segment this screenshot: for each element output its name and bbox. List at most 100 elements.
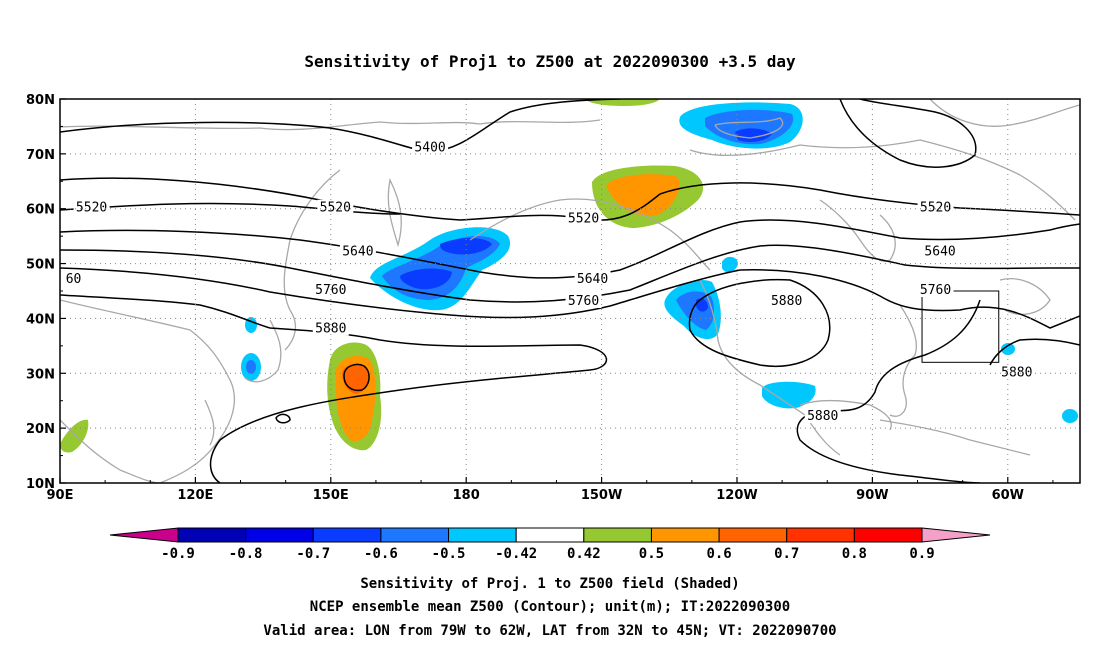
contour-5880-na — [688, 278, 831, 367]
contour-label-bg — [768, 292, 805, 308]
footer-line-3: Valid area: LON from 79W to 62W, LAT fro… — [263, 623, 836, 639]
contour-label: 5520 — [568, 212, 599, 227]
colorbar-tick-label: -0.9 — [161, 546, 195, 562]
lat-tick-label: 50N — [26, 258, 55, 273]
map-frame — [59, 98, 1081, 484]
colorbar-tick-label: -0.5 — [432, 546, 466, 562]
shade-negative-mexico — [762, 381, 816, 409]
shade-positive-india — [60, 419, 89, 453]
lon-tick-label: 90W — [856, 488, 888, 503]
colorbar-tick-label: -0.6 — [364, 546, 398, 562]
contour-label-bg — [998, 364, 1035, 380]
colorbar-box — [718, 527, 788, 543]
colorbar-tick-label: 0.8 — [842, 546, 867, 562]
contour-label: 5400 — [414, 140, 445, 155]
contour-label: 5760 — [920, 283, 951, 298]
colorbar-tick-label: -0.7 — [296, 546, 330, 562]
lon-tick-label: 150E — [313, 488, 349, 503]
coast-kamchatka — [387, 178, 402, 248]
contour-5520-north — [60, 202, 401, 215]
coast-greenland — [929, 99, 1080, 127]
contour-label-bg — [922, 243, 959, 259]
colorbar-tick-label: 0.7 — [774, 546, 799, 562]
lat-tick-label: 40N — [26, 312, 55, 327]
shade-negative-atlantic2 — [1062, 409, 1078, 423]
coast-us-east — [889, 304, 917, 417]
contour-5640-b — [60, 244, 1080, 303]
colorbar-box — [448, 527, 517, 543]
contour-5640 — [60, 219, 1080, 279]
contour-label: 5640 — [577, 272, 608, 287]
colorbar-box — [245, 527, 314, 543]
colorbar-box — [853, 527, 923, 543]
lon-tick-label: 180 — [453, 488, 480, 503]
contour-5880-wpac-closed — [343, 363, 370, 392]
colorbar-box — [583, 527, 652, 543]
contour-label: 5880 — [807, 409, 838, 424]
lon-tick-label: 90E — [47, 488, 74, 503]
lon-tick-label: 120W — [716, 488, 757, 503]
contour-5400-east — [839, 99, 977, 168]
contour-label-bg — [73, 199, 110, 215]
colorbar-tick-label: 0.6 — [706, 546, 731, 562]
contour-label-bg — [412, 139, 449, 155]
contour-label-bg — [565, 210, 602, 226]
contour-label-bg — [565, 292, 602, 308]
colorbar-tick-label: 0.9 — [909, 546, 934, 562]
lat-tick-label: 70N — [26, 148, 55, 163]
contour-label: 5880 — [1001, 365, 1032, 380]
lat-tick-label: 20N — [26, 422, 55, 437]
contour-label: 60 — [66, 272, 82, 287]
contour-5880 — [60, 294, 608, 483]
footer-line-2: NCEP ensemble mean Z500 (Contour); unit(… — [310, 599, 790, 615]
colorbar-box — [177, 527, 247, 543]
coast-philippines — [204, 399, 215, 446]
lon-tick-label: 120E — [177, 488, 213, 503]
valid-area-box — [921, 290, 1000, 363]
coast-caribbean — [879, 419, 1031, 456]
contour-label-bg — [917, 199, 954, 215]
contour-label: 5880 — [771, 294, 802, 309]
contour-label: 5640 — [924, 245, 955, 260]
shade-negative-japan-core — [246, 360, 256, 374]
shade-positive-alaska-core — [606, 174, 680, 216]
contour-5760 — [60, 267, 1080, 329]
colorbar-high-triangle — [921, 527, 991, 543]
colorbar-low-triangle — [109, 527, 179, 543]
colorbar-tick-label: 0.5 — [639, 546, 664, 562]
contour-label-bg — [312, 320, 349, 336]
lon-tick-label: 60W — [992, 488, 1024, 503]
shade-negative-arctic-inner — [705, 109, 794, 145]
colorbar-box — [515, 527, 585, 543]
lat-tick-label: 80N — [26, 93, 55, 108]
coast-us-west — [699, 279, 841, 456]
coast-china — [60, 299, 235, 483]
lat-lon-grid — [60, 99, 1080, 483]
map-title: Sensitivity of Proj1 to Z500 at 20220903… — [304, 52, 796, 71]
contour-5880-small — [275, 413, 291, 424]
contour-label-bg — [317, 199, 354, 215]
colorbar-tick-label: 0.42 — [567, 546, 601, 562]
coast-siberia — [60, 119, 601, 131]
contour-5880-atlantic-b — [989, 338, 1080, 366]
lat-tick-label: 60N — [26, 203, 55, 218]
coast-japan — [244, 319, 282, 383]
footer-line-1: Sensitivity of Proj. 1 to Z500 field (Sh… — [360, 576, 739, 592]
contour-label-bg — [63, 271, 84, 287]
lat-tick-label: 10N — [26, 477, 55, 492]
contour-label: 5760 — [568, 294, 599, 309]
shade-negative-dateline-core — [440, 238, 492, 255]
coast-indochina — [60, 419, 161, 483]
contour-label: 5640 — [342, 245, 373, 260]
shade-positive-top — [585, 99, 660, 106]
lon-tick-label: 150W — [581, 488, 622, 503]
contour-label-bg — [804, 408, 841, 424]
contour-label-bg — [339, 243, 376, 259]
axis-ticks: 90E 120E 150E 180 150W 120W 90W 60W 80N 70N 60N 50N… — [26, 93, 1054, 503]
colorbar-tick-label: -0.42 — [495, 546, 537, 562]
colorbar: -0.9 -0.8 -0.7 -0.6 -0.5 -0.42 0.42 0.5 0.6 0.7 0.… — [109, 527, 991, 562]
contour-label-bg — [917, 282, 954, 297]
shade-negative-bc — [722, 256, 738, 273]
